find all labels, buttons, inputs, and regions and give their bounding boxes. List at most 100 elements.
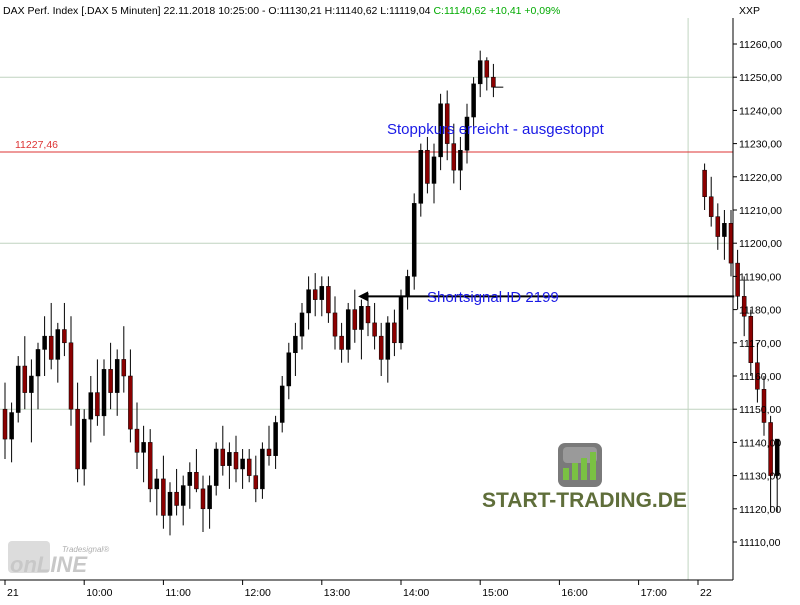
- candle-body: [312, 289, 318, 300]
- stop-level-line: 11227,46: [0, 139, 733, 153]
- candle-body: [48, 335, 54, 360]
- candle-body: [121, 359, 127, 377]
- candle-body: [187, 472, 193, 486]
- candle-body: [233, 452, 239, 470]
- y-tick-label: 11200,00: [739, 238, 782, 250]
- candle-body: [35, 349, 41, 377]
- candle-body: [378, 335, 384, 360]
- candle-body: [161, 478, 166, 516]
- candle-body: [755, 362, 760, 390]
- candle: [279, 376, 285, 433]
- x-tick-label: 15:00: [482, 587, 508, 599]
- candle: [755, 342, 760, 403]
- time-axis: 21 10:00 11:00 12:00 13:00 14:00 15:00 16:00 17:…: [4, 580, 712, 599]
- candle: [464, 103, 470, 164]
- candle: [207, 475, 212, 529]
- candle: [114, 349, 120, 416]
- candle: [2, 382, 8, 459]
- candle: [75, 382, 80, 483]
- candle: [161, 455, 166, 529]
- candle: [332, 296, 338, 350]
- candle: [385, 316, 391, 383]
- candle-body: [458, 149, 463, 171]
- candle: [68, 316, 74, 426]
- candle-body: [702, 169, 707, 197]
- candle-body: [88, 392, 94, 420]
- candle: [735, 249, 740, 310]
- y-tick-label: 11130,00: [739, 471, 781, 483]
- candle: [345, 302, 351, 363]
- candle-body: [15, 365, 21, 413]
- candle-body: [260, 448, 265, 490]
- candle: [128, 349, 133, 443]
- candle: [180, 475, 186, 526]
- candle: [444, 90, 450, 161]
- candle-body: [55, 329, 61, 360]
- candle-body: [81, 418, 87, 470]
- candle-body: [75, 408, 80, 470]
- svg-text:onLINE: onLINE: [10, 552, 88, 577]
- candle-body: [326, 286, 331, 314]
- candle: [359, 299, 364, 360]
- start-trading-logo: START-TRADING.DE: [482, 443, 687, 512]
- candle: [326, 276, 331, 323]
- candle-body: [418, 149, 424, 204]
- candle: [299, 302, 305, 350]
- candle: [141, 425, 146, 483]
- candle-body: [207, 485, 212, 510]
- candle-body: [273, 422, 278, 456]
- candle: [240, 449, 245, 489]
- candle-body: [484, 60, 490, 78]
- candle-body: [266, 448, 272, 456]
- start-trading-logo-text: START-TRADING.DE: [482, 489, 687, 512]
- grid-lines: [0, 76, 733, 410]
- candle-body: [735, 262, 740, 297]
- candle-body: [279, 385, 285, 423]
- y-tick-label: 11220,00: [739, 172, 782, 184]
- candle: [108, 342, 113, 410]
- candle-body: [708, 196, 714, 217]
- candle-body: [398, 296, 404, 344]
- candle: [81, 409, 87, 486]
- candle-body: [253, 475, 259, 490]
- candle: [253, 455, 259, 503]
- x-tick-label: 21: [7, 587, 19, 599]
- candle: [431, 143, 437, 204]
- short-signal-arrow: [358, 291, 735, 302]
- stop-annotation: Stoppkurs erreicht - ausgestoppt: [387, 121, 605, 138]
- y-tick-label: 11240,00: [739, 105, 782, 117]
- candle-body: [220, 448, 226, 466]
- candle-body: [372, 322, 377, 337]
- chart-header-info: DAX Perf. Index [.DAX 5 Minuten] 22.11.2…: [3, 5, 560, 17]
- candle-body: [741, 296, 747, 317]
- candle: [306, 276, 311, 330]
- x-tick-label: 10:00: [86, 587, 112, 599]
- candle-body: [761, 389, 767, 423]
- candle: [708, 176, 714, 227]
- y-tick-label: 11120,00: [739, 504, 781, 516]
- candle-body: [728, 223, 734, 264]
- candle-body: [286, 352, 292, 387]
- candle: [213, 442, 219, 496]
- x-tick-label: 12:00: [245, 587, 271, 599]
- price-candles: [2, 50, 780, 536]
- candle: [187, 462, 193, 509]
- candle-body: [42, 335, 47, 350]
- candle: [233, 435, 239, 483]
- candle: [101, 359, 107, 436]
- candle: [319, 276, 325, 317]
- candle: [9, 402, 14, 463]
- candle: [392, 309, 397, 357]
- candle: [477, 50, 483, 98]
- y-tick-label: 11180,00: [739, 305, 781, 317]
- candle: [398, 289, 404, 350]
- candle: [35, 342, 41, 410]
- candle: [352, 289, 358, 343]
- candle-body: [359, 306, 364, 330]
- candle-body: [101, 369, 107, 417]
- candle: [722, 210, 727, 260]
- candle: [194, 449, 199, 493]
- candle: [702, 163, 707, 210]
- candle-body: [240, 458, 245, 470]
